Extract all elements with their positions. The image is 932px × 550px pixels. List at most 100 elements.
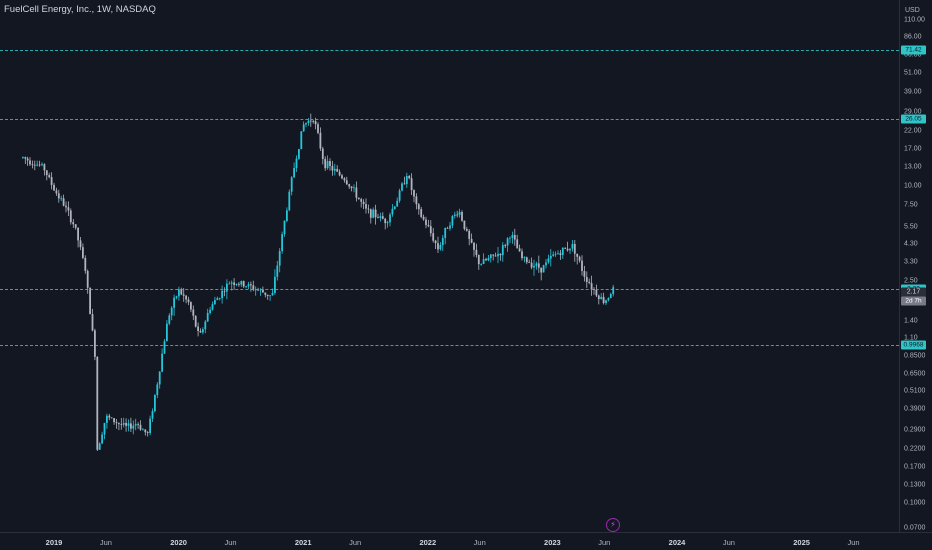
candle-body — [509, 237, 511, 239]
candle-body — [288, 191, 291, 211]
candle-body — [537, 263, 540, 268]
candle-body — [139, 424, 142, 430]
candle-body — [513, 235, 516, 240]
candle-body — [473, 242, 475, 250]
candle-body — [446, 227, 449, 229]
candle-body — [355, 187, 358, 198]
candle-body — [62, 198, 65, 206]
candle-body — [214, 300, 216, 305]
level-line-current[interactable] — [0, 289, 899, 291]
price-tick-label: 66.00 — [904, 51, 922, 59]
price-tick-label: 17.00 — [904, 145, 922, 153]
candle-body — [168, 315, 171, 324]
time-tick-label: Jun — [349, 538, 362, 547]
candle-body — [72, 222, 75, 225]
candle-body — [511, 235, 514, 238]
candle-body — [166, 323, 168, 342]
candle-body — [314, 121, 317, 125]
candle-body — [489, 254, 492, 259]
candle-body — [480, 264, 483, 265]
price-tick-label: 0.3900 — [904, 405, 926, 413]
candle-body — [122, 422, 125, 425]
candle-body — [345, 180, 348, 185]
candle-body — [547, 258, 550, 263]
candle-body — [209, 309, 211, 313]
candle-body — [230, 282, 233, 284]
candle-body — [57, 193, 60, 199]
candle-body — [262, 289, 264, 293]
price-axis[interactable] — [899, 0, 900, 532]
candle-body — [470, 238, 473, 243]
price-tick-label: 22.00 — [904, 127, 922, 135]
candle-body — [494, 255, 497, 257]
candle-body — [197, 326, 199, 331]
time-tick-label: 2020 — [170, 538, 187, 547]
candle-body — [101, 434, 103, 444]
price-tick-label: 10.00 — [904, 182, 922, 189]
candle-body — [465, 229, 468, 231]
time-tick-label: 2019 — [45, 538, 63, 547]
candle-body — [226, 283, 228, 292]
candle-body — [403, 183, 406, 185]
candle-body — [329, 161, 331, 166]
level-label-low: 0.9968 — [901, 340, 926, 350]
candle-body — [36, 164, 39, 166]
candle-body — [386, 222, 389, 224]
candle-body — [290, 177, 293, 192]
candle-body — [525, 257, 528, 263]
candle-body — [362, 201, 365, 205]
candle-body — [343, 178, 346, 181]
level-line-high[interactable] — [0, 49, 899, 51]
time-tick-label: Jun — [847, 538, 860, 547]
candle-body — [110, 417, 113, 419]
price-tick-label: 1.40 — [904, 317, 918, 325]
lightning-icon[interactable]: ⚡ — [606, 518, 620, 532]
candle-body — [185, 295, 187, 300]
candle-body — [43, 164, 46, 171]
candle-body — [379, 216, 382, 218]
candle-body — [309, 120, 312, 122]
plot-area[interactable] — [0, 0, 899, 532]
candle-body — [41, 164, 43, 166]
candle-body — [348, 184, 351, 187]
candle-body — [374, 209, 377, 218]
candle-body — [521, 251, 523, 259]
candle-body — [211, 304, 214, 310]
candle-body — [504, 245, 507, 246]
candle-body — [242, 281, 245, 287]
candle-body — [137, 424, 139, 425]
candle-body — [557, 253, 559, 255]
candle-body — [228, 283, 231, 285]
candle-body — [271, 292, 274, 296]
candle-body — [199, 331, 202, 333]
candle-body — [357, 197, 360, 200]
candle-body — [65, 205, 67, 208]
candle-body — [317, 124, 319, 133]
candle-body — [84, 257, 87, 271]
candle-body — [439, 245, 442, 250]
candle-body — [437, 243, 439, 250]
candle-body — [221, 290, 223, 299]
candle-body — [595, 289, 598, 296]
time-axis[interactable] — [0, 532, 932, 533]
candle-body — [180, 289, 183, 295]
level-line-mid[interactable] — [0, 119, 899, 121]
candle-body — [269, 295, 271, 297]
candle-body — [245, 286, 247, 288]
candle-body — [108, 415, 111, 418]
price-tick-label: 0.5100 — [904, 387, 926, 395]
candle-body — [233, 282, 235, 285]
time-tick-label: 2025 — [793, 538, 810, 547]
candle-body — [540, 267, 543, 273]
candle-body — [132, 425, 135, 429]
time-tick-label: 2021 — [294, 538, 312, 547]
candle-body — [206, 312, 209, 322]
candle-body — [103, 422, 106, 435]
candle-body — [461, 212, 463, 221]
candle-body — [554, 253, 557, 255]
candle-body — [307, 120, 310, 123]
time-tick-label: Jun — [99, 538, 112, 547]
level-line-low[interactable] — [0, 344, 899, 346]
candle-body — [321, 148, 324, 159]
